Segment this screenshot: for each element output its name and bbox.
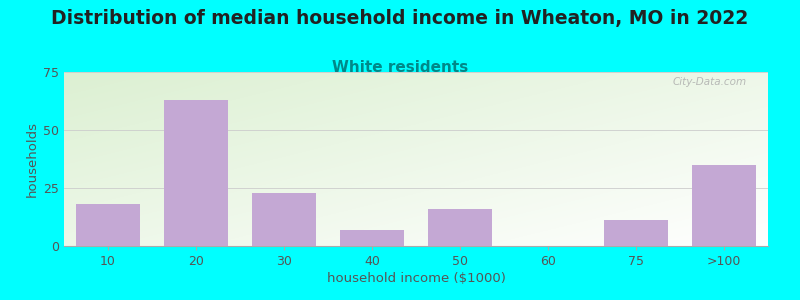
X-axis label: household income ($1000): household income ($1000) — [326, 272, 506, 285]
Text: White residents: White residents — [332, 60, 468, 75]
Text: City-Data.com: City-Data.com — [673, 77, 747, 87]
Text: Distribution of median household income in Wheaton, MO in 2022: Distribution of median household income … — [51, 9, 749, 28]
Bar — [428, 209, 492, 246]
Bar — [604, 220, 668, 246]
Bar — [692, 165, 756, 246]
Y-axis label: households: households — [26, 121, 39, 197]
Bar — [76, 204, 140, 246]
Bar — [252, 193, 316, 246]
Bar — [340, 230, 404, 246]
Bar — [164, 100, 228, 246]
